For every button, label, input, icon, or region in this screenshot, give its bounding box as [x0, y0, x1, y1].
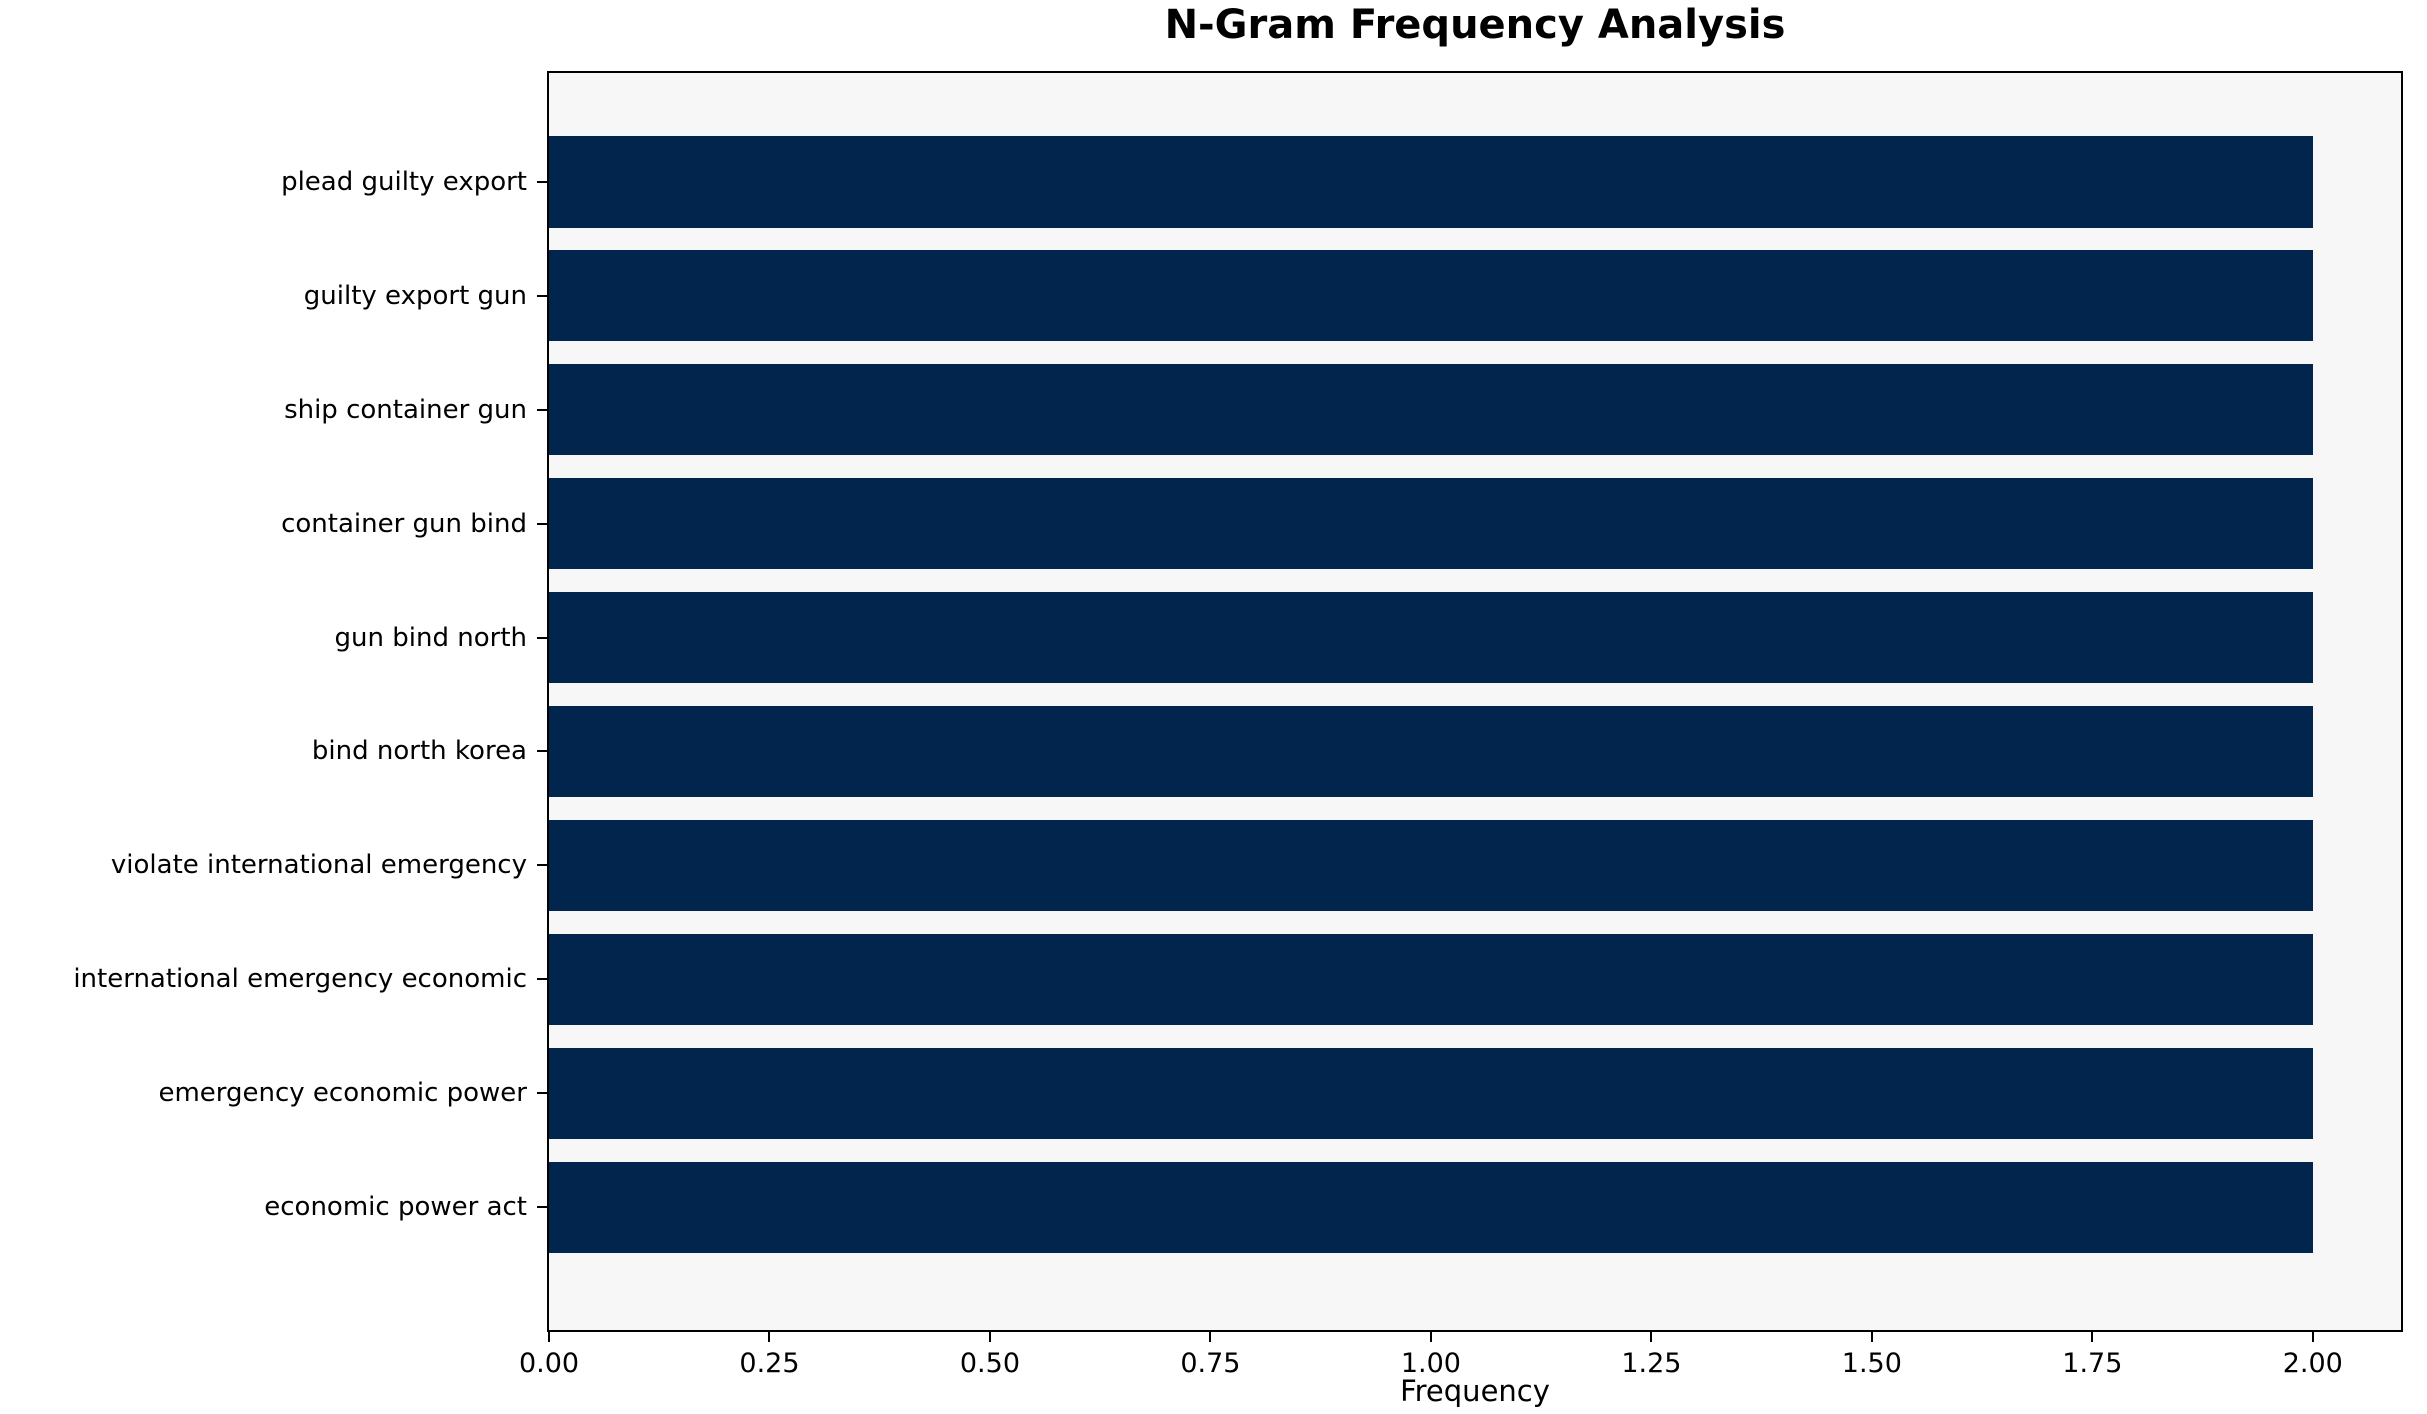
y-tick-mark [537, 864, 547, 867]
bar [549, 1047, 2313, 1139]
x-tick-label: 0.00 [518, 1348, 580, 1379]
y-tick-mark [537, 294, 547, 297]
y-tick-mark [537, 636, 547, 639]
bar-row: ship container gun [284, 353, 2401, 467]
y-tick-mark [537, 180, 547, 183]
bar-row: violate international emergency [111, 808, 2401, 922]
x-tick-mark [768, 1332, 771, 1342]
y-tick-label: ship container gun [284, 394, 527, 425]
bar [549, 364, 2313, 456]
bar-row: economic power act [264, 1150, 2401, 1264]
x-tick-label: 0.50 [959, 1348, 1020, 1379]
x-tick-mark [1650, 1332, 1653, 1342]
x-tick-mark [1209, 1332, 1212, 1342]
y-tick-mark [537, 978, 547, 981]
x-tick-mark [2091, 1332, 2094, 1342]
y-tick-mark [537, 1206, 547, 1209]
x-tick-mark [1870, 1332, 1873, 1342]
bar [549, 933, 2313, 1025]
y-tick-mark [537, 1092, 547, 1095]
y-tick-label: plead guilty export [281, 166, 527, 197]
x-tick-label: 0.25 [739, 1348, 800, 1379]
x-tick-label: 0.75 [1180, 1348, 1241, 1379]
bar [549, 592, 2313, 684]
y-tick-label: guilty export gun [303, 280, 527, 311]
bar-rows: plead guilty export guilty export gun ship… [73, 73, 2401, 1330]
y-tick-label: bind north korea [311, 736, 527, 767]
x-tick-mark [2311, 1332, 2314, 1342]
y-tick-label: violate international emergency [110, 850, 527, 881]
x-tick-label: 1.25 [1621, 1348, 1682, 1379]
y-tick-label: gun bind north [334, 622, 527, 653]
bar [549, 478, 2313, 570]
bar-row: gun bind north [335, 581, 2401, 695]
bar-row: emergency economic power [158, 1036, 2401, 1150]
y-tick-mark [537, 522, 547, 525]
bar [549, 250, 2313, 342]
x-tick-label: 1.50 [1841, 1348, 1902, 1379]
x-tick-label: 2.00 [2282, 1348, 2343, 1379]
y-tick-label: economic power act [264, 1192, 527, 1223]
x-tick-mark [1429, 1332, 1432, 1342]
plot-area: plead guilty export guilty export gun ship… [73, 71, 2403, 1379]
x-tick-mark [548, 1332, 550, 1342]
bar-row: container gun bind [281, 467, 2401, 581]
x-tick-label: 1.75 [2062, 1348, 2123, 1379]
y-tick-label: container gun bind [281, 508, 527, 539]
bar [549, 819, 2313, 911]
bar [549, 1161, 2313, 1253]
y-tick-mark [537, 408, 547, 411]
y-tick-label: international emergency economic [73, 964, 527, 995]
bar [549, 705, 2313, 798]
y-tick-label: emergency economic power [158, 1078, 527, 1109]
chart-title: N-Gram Frequency Analysis [1164, 2, 1786, 48]
bar-row: international emergency economic [73, 922, 2401, 1036]
x-tick-mark [988, 1332, 991, 1342]
x-tick-label: 1.00 [1400, 1348, 1461, 1379]
bar-row: plead guilty export [281, 125, 2401, 239]
bar [549, 136, 2313, 228]
bar-row: bind north korea [312, 695, 2401, 809]
y-tick-mark [537, 750, 547, 753]
x-axis-title: Frequency [1400, 1374, 1550, 1408]
bar-row: guilty export gun [304, 239, 2401, 353]
